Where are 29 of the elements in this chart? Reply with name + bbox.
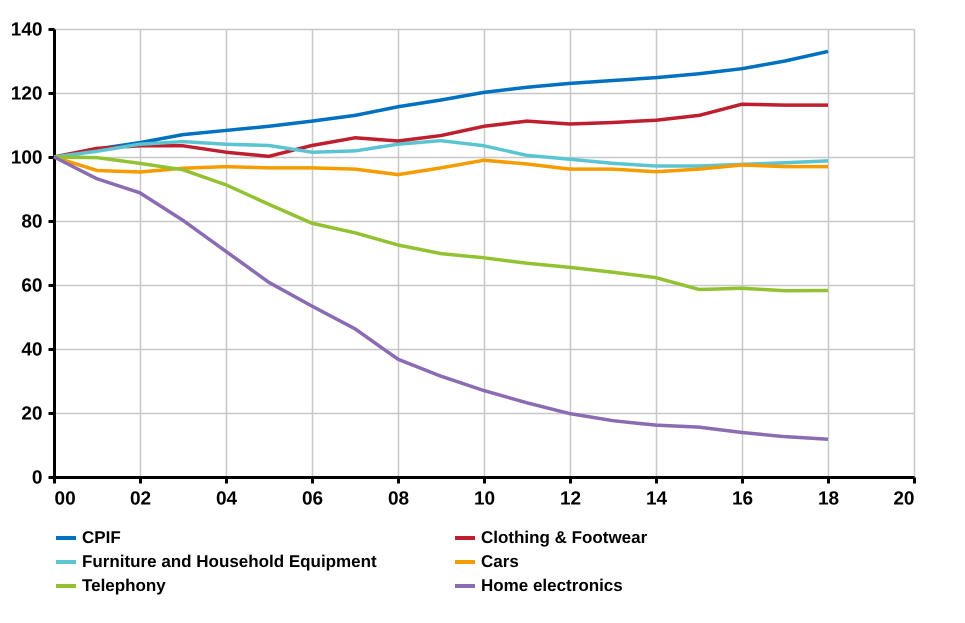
legend-label: Clothing & Footwear: [481, 528, 648, 547]
x-tick-label: 04: [216, 488, 238, 510]
y-tick-label: 80: [21, 212, 42, 232]
y-tick-label: 40: [21, 340, 42, 360]
y-tick-label: 20: [21, 404, 42, 424]
x-tick-label: 14: [646, 488, 668, 510]
line-series: [52, 138, 830, 168]
legend-label: Home electronics: [481, 576, 623, 595]
legend-label: CPIF: [82, 528, 121, 547]
legend-label: Telephony: [82, 576, 166, 595]
x-tick-label: 10: [474, 488, 496, 510]
y-tick-label: 60: [21, 276, 42, 296]
y-tick-label: 0: [32, 468, 42, 488]
x-tick-label: 08: [388, 488, 410, 510]
y-tick-label: 140: [10, 20, 42, 40]
y-tick-label: 120: [10, 84, 42, 104]
y-tick-label: 100: [10, 148, 42, 168]
x-tick-label: 20: [893, 488, 914, 510]
x-tick-label: 02: [130, 488, 152, 510]
line-series: [52, 102, 830, 159]
x-tick-label: 12: [560, 488, 582, 510]
x-tick-label: 06: [302, 488, 324, 510]
legend-label: Cars: [481, 552, 519, 571]
x-tick-label: 00: [54, 488, 76, 510]
legend-label: Furniture and Household Equipment: [82, 552, 377, 571]
x-tick-label: 16: [732, 488, 754, 510]
x-tick-label: 18: [818, 488, 840, 510]
line-series: [52, 155, 830, 441]
line-series: [52, 155, 830, 293]
